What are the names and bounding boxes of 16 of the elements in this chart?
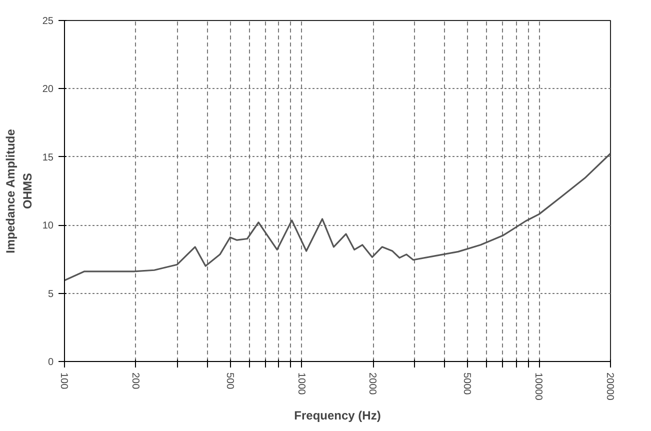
y-tick-label: 5 [48, 288, 54, 300]
y-tick-label: 0 [48, 357, 54, 368]
x-axis-title: Frequency (Hz) [294, 408, 381, 422]
x-tick-label: 10000 [532, 372, 544, 401]
y-tick-label: 25 [42, 16, 54, 27]
x-tick-label: 5000 [461, 372, 472, 396]
x-tick-label: 200 [129, 372, 140, 390]
x-tick-label: 100 [58, 372, 69, 390]
x-tick-label: 20000 [604, 372, 615, 401]
x-tick-label: 1000 [295, 372, 306, 396]
y-tick-label: 20 [42, 84, 54, 96]
y-tick-label: 10 [42, 220, 54, 232]
y-tick-label: 15 [42, 152, 54, 164]
y-axis-title: Impedance Amplitude OHMS [4, 128, 34, 254]
x-tick-label: 2000 [366, 372, 378, 396]
x-tick-label: 500 [224, 372, 235, 390]
